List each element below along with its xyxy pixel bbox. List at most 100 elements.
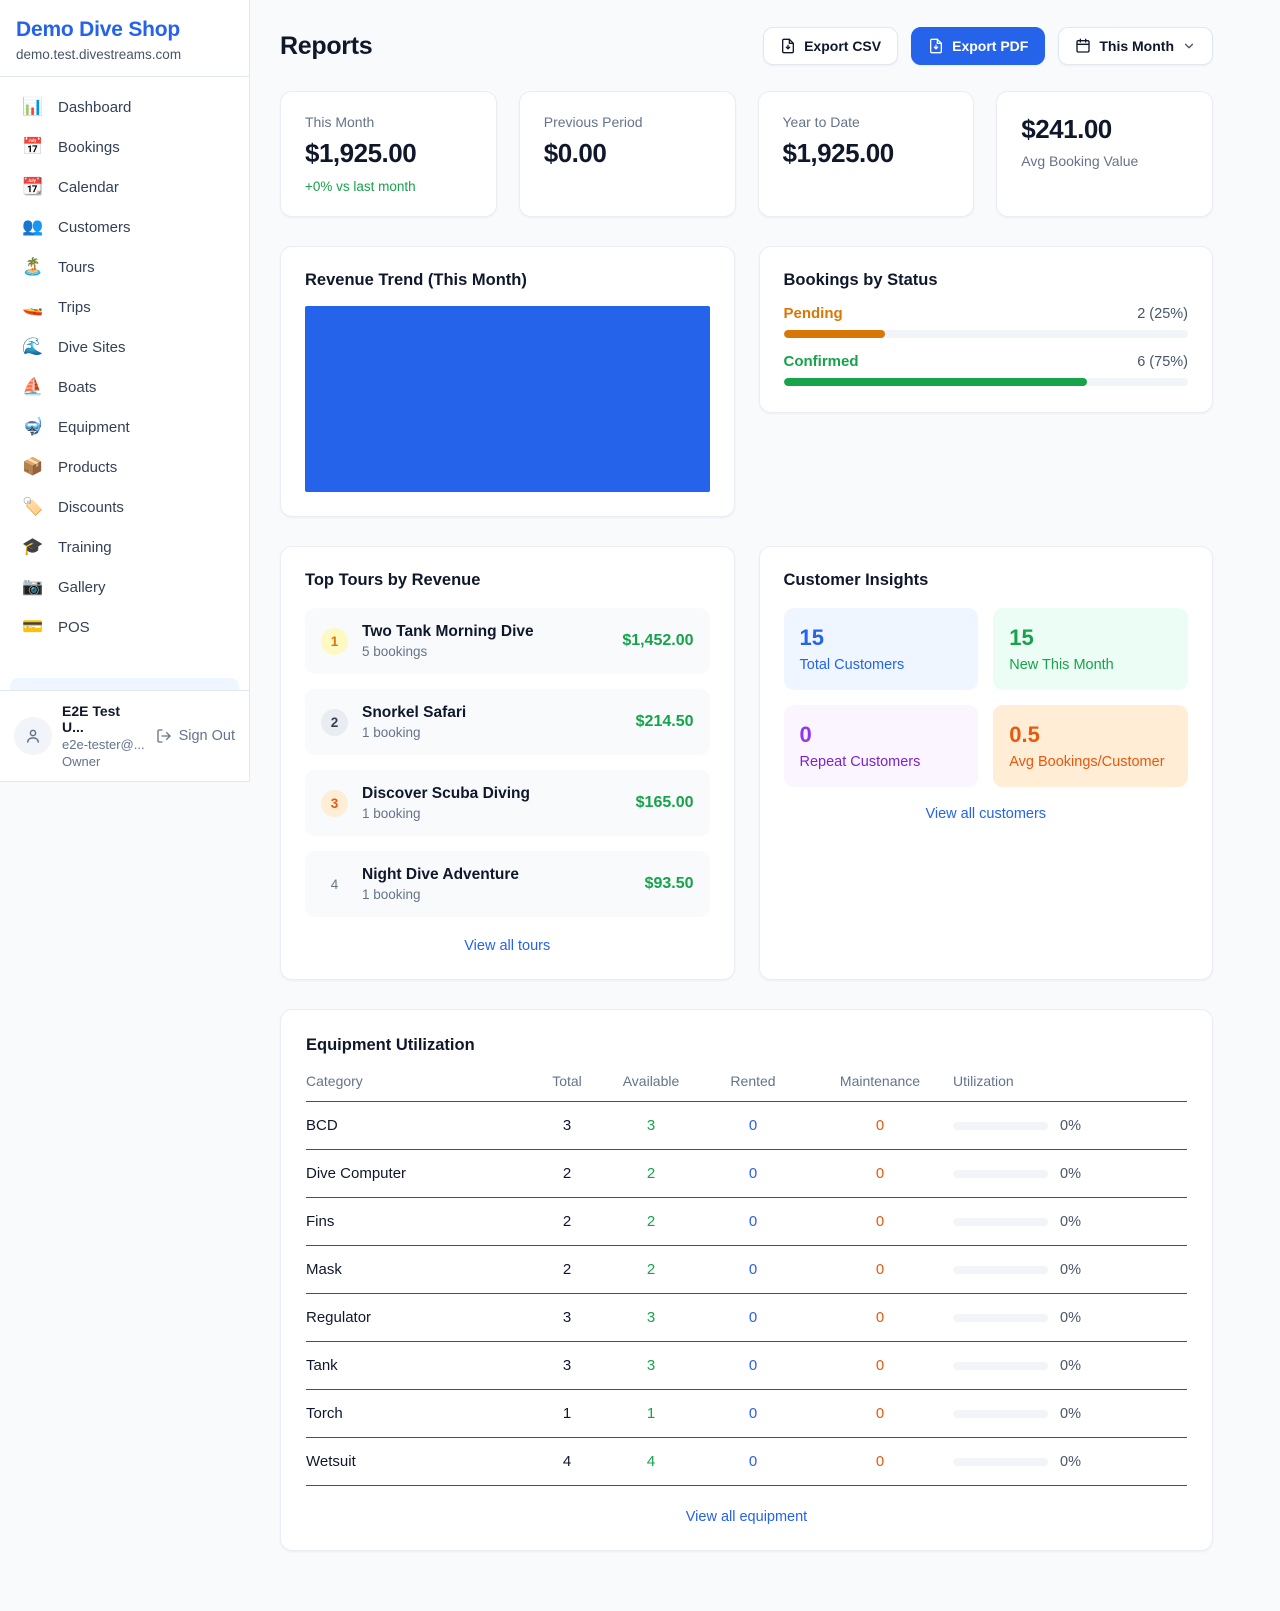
sidebar-item-training[interactable]: 🎓 Training (10, 527, 239, 567)
utilization-bar (953, 1457, 1048, 1466)
tour-bookings: 5 bookings (362, 644, 428, 659)
bookings-by-status-card: Bookings by Status Pending 2 (25%) Confi… (758, 246, 1213, 413)
stat-card-this-month: This Month $1,925.00 +0% vs last month (280, 91, 497, 217)
table-row: BCD 3 3 0 0 0% (306, 1102, 1187, 1150)
sidebar-item-gallery[interactable]: 📷 Gallery (10, 567, 239, 607)
chevron-down-icon (1184, 43, 1194, 49)
camera-icon: 📷 (22, 577, 44, 596)
list-item: 1 Two Tank Morning Dive 5 bookings $1,45… (305, 608, 710, 674)
stat-label: Year to Date (782, 114, 860, 130)
equipment-utilization: 0% (953, 1262, 1187, 1278)
equipment-available: 3 (646, 1309, 656, 1326)
calendar-icon (1076, 38, 1091, 53)
list-item: 2 Snorkel Safari 1 booking $214.50 (305, 689, 710, 755)
utilization-percent: 0% (1060, 1309, 1081, 1326)
bookings-by-status-title: Bookings by Status (783, 271, 938, 289)
column-header: Category (306, 1073, 363, 1089)
equipment-total: 4 (562, 1453, 572, 1470)
tile-label: Total Customers (799, 657, 905, 673)
sidebar-item-label: Discounts (58, 498, 124, 516)
list-item: 4 Night Dive Adventure 1 booking $93.50 (305, 851, 710, 917)
people-icon: 👥 (22, 217, 44, 236)
tour-bookings: 1 booking (362, 806, 421, 821)
equipment-rented: 0 (748, 1309, 758, 1326)
equipment-maintenance: 0 (875, 1117, 885, 1134)
stat-value: $241.00 (1021, 114, 1112, 144)
equipment-utilization-card: Equipment Utilization Category Total Ava… (280, 1009, 1213, 1551)
sidebar-item-label: Dashboard (58, 98, 132, 116)
page-header: Reports Export CSV Export PDF This Month (280, 27, 1213, 65)
equipment-category: Wetsuit (306, 1453, 356, 1470)
equipment-utilization: 0% (953, 1310, 1187, 1326)
period-dropdown[interactable]: This Month (1058, 27, 1213, 65)
tile-label: Avg Bookings/Customer (1009, 754, 1165, 770)
active-nav-highlight-partial[interactable] (10, 678, 239, 690)
sidebar-item-label: Products (58, 458, 118, 476)
equipment-available: 4 (646, 1453, 656, 1470)
sidebar-item-trips[interactable]: 🚤 Trips (10, 287, 239, 327)
utilization-percent: 0% (1060, 1453, 1081, 1470)
utilization-bar (953, 1265, 1048, 1274)
equipment-rented: 0 (748, 1213, 758, 1230)
sidebar-item-equipment[interactable]: 🤿 Equipment (10, 407, 239, 447)
sidebar-item-calendar[interactable]: 📆 Calendar (10, 167, 239, 207)
customer-insights-title: Customer Insights (783, 571, 929, 589)
equipment-utilization: 0% (953, 1406, 1187, 1422)
main-content: Reports Export CSV Export PDF This Month… (250, 0, 1280, 1611)
equipment-rented: 0 (748, 1165, 758, 1182)
equipment-utilization: 0% (953, 1358, 1187, 1374)
view-all-equipment-link[interactable]: View all equipment (685, 1509, 808, 1525)
sign-out-label: Sign Out (178, 728, 235, 744)
equipment-maintenance: 0 (875, 1213, 885, 1230)
sidebar-item-label: Bookings (58, 138, 120, 156)
view-all-customers-link[interactable]: View all customers (925, 806, 1047, 822)
tile-repeat-customers: 0 Repeat Customers (783, 705, 979, 787)
user-name: E2E Test U... (62, 703, 121, 735)
rank-badge: 4 (330, 876, 339, 892)
status-row-pending: Pending 2 (25%) (783, 305, 1188, 338)
equipment-available: 1 (646, 1405, 656, 1422)
equipment-category: Fins (306, 1213, 335, 1230)
equipment-total: 3 (562, 1309, 572, 1326)
progress-bar (783, 378, 1188, 386)
sidebar-item-pos[interactable]: 💳 POS (10, 607, 239, 647)
equipment-available: 3 (646, 1357, 656, 1374)
utilization-percent: 0% (1060, 1117, 1081, 1134)
sidebar-item-dive-sites[interactable]: 🌊 Dive Sites (10, 327, 239, 367)
sidebar-item-customers[interactable]: 👥 Customers (10, 207, 239, 247)
tile-label: New This Month (1009, 657, 1114, 673)
sidebar-item-label: Customers (58, 218, 131, 236)
equipment-available: 2 (646, 1213, 656, 1230)
sidebar-item-dashboard[interactable]: 📊 Dashboard (10, 87, 239, 127)
sign-out-button[interactable]: Sign Out (156, 728, 235, 744)
sidebar-item-boats[interactable]: ⛵ Boats (10, 367, 239, 407)
tour-bookings: 1 booking (362, 887, 421, 902)
credit-card-icon: 💳 (22, 617, 44, 636)
stat-value: $1,925.00 (305, 138, 417, 168)
equipment-category: Torch (306, 1405, 343, 1422)
table-row: Regulator 3 3 0 0 0% (306, 1294, 1187, 1342)
equipment-rented: 0 (748, 1261, 758, 1278)
equipment-utilization: 0% (953, 1118, 1187, 1134)
user-box: E2E Test U... e2e-tester@... Owner Sign … (0, 690, 249, 781)
sidebar-item-products[interactable]: 📦 Products (10, 447, 239, 487)
column-header: Utilization (953, 1073, 1014, 1089)
utilization-bar (953, 1169, 1048, 1178)
equipment-utilization: 0% (953, 1166, 1187, 1182)
export-pdf-label: Export PDF (952, 38, 1029, 54)
sidebar-item-bookings[interactable]: 📅 Bookings (10, 127, 239, 167)
view-all-tours-link[interactable]: View all tours (464, 938, 551, 954)
tour-name: Two Tank Morning Dive (362, 623, 534, 640)
sidebar-nav: 📊 Dashboard 📅 Bookings 📆 Calendar 👥 Cust… (0, 77, 249, 678)
export-csv-button[interactable]: Export CSV (763, 27, 899, 65)
export-pdf-button[interactable]: Export PDF (911, 27, 1046, 65)
graduation-cap-icon: 🎓 (22, 537, 44, 556)
sidebar-item-label: Gallery (58, 578, 106, 596)
sidebar-item-discounts[interactable]: 🏷️ Discounts (10, 487, 239, 527)
tile-value: 0 (799, 722, 812, 747)
island-icon: 🏝️ (22, 257, 44, 276)
sidebar-item-tours[interactable]: 🏝️ Tours (10, 247, 239, 287)
charts-row: Revenue Trend (This Month) Bookings by S… (280, 246, 1213, 517)
stat-trend: +0% vs last month (305, 179, 416, 194)
rank-badge: 2 (321, 708, 348, 736)
